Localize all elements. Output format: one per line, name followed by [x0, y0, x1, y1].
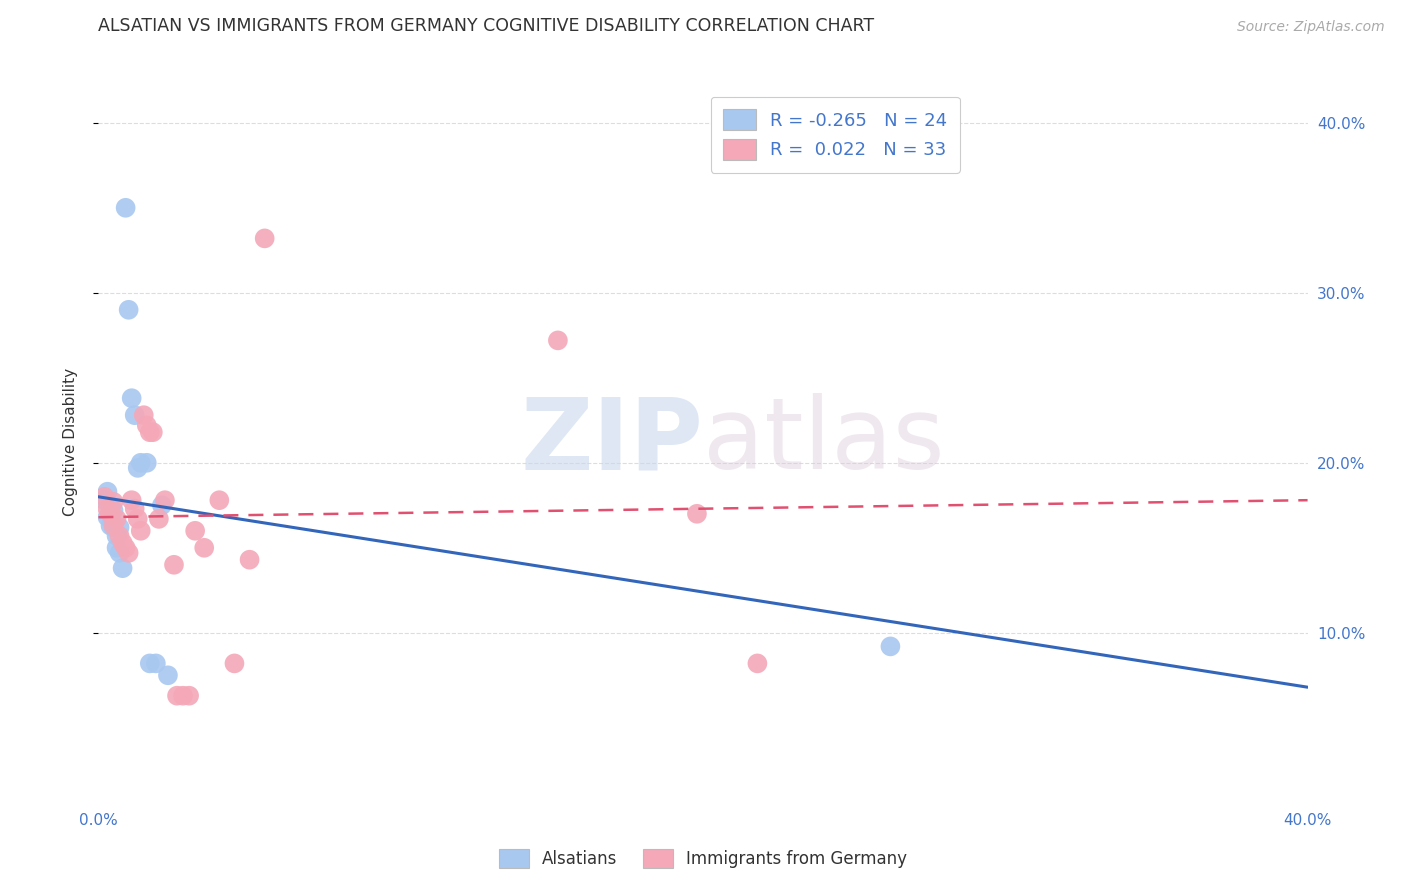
Point	[166, 689, 188, 703]
Point	[127, 461, 149, 475]
Point	[111, 535, 134, 549]
Point	[121, 391, 143, 405]
Point	[163, 558, 186, 572]
Text: ALSATIAN VS IMMIGRANTS FROM GERMANY COGNITIVE DISABILITY CORRELATION CHART: ALSATIAN VS IMMIGRANTS FROM GERMANY COGN…	[98, 17, 875, 35]
Point	[148, 512, 170, 526]
Point	[129, 456, 152, 470]
Point	[879, 640, 901, 654]
Point	[135, 418, 157, 433]
Point	[93, 490, 115, 504]
Point	[150, 498, 173, 512]
Point	[208, 493, 231, 508]
Point	[105, 529, 128, 543]
Point	[153, 493, 176, 508]
Point	[96, 484, 118, 499]
Point	[103, 518, 125, 533]
Point	[118, 302, 141, 317]
Point	[179, 689, 201, 703]
Point	[108, 546, 131, 560]
Point	[100, 518, 122, 533]
Point	[118, 546, 141, 560]
Point	[100, 501, 122, 516]
Point	[224, 657, 246, 671]
Text: ZIP: ZIP	[520, 393, 703, 490]
Point	[547, 334, 569, 348]
Point	[129, 524, 152, 538]
Point	[253, 231, 276, 245]
Point	[156, 668, 179, 682]
Point	[111, 561, 134, 575]
Point	[686, 507, 709, 521]
Text: atlas: atlas	[703, 393, 945, 490]
Point	[103, 503, 125, 517]
Text: Source: ZipAtlas.com: Source: ZipAtlas.com	[1237, 21, 1385, 34]
Point	[114, 541, 136, 555]
Point	[239, 552, 262, 566]
Point	[96, 501, 118, 516]
Point	[114, 201, 136, 215]
Point	[747, 657, 769, 671]
Point	[127, 512, 149, 526]
Y-axis label: Cognitive Disability: Cognitive Disability	[63, 368, 77, 516]
Point	[108, 529, 131, 543]
Point	[184, 524, 207, 538]
Legend: R = -0.265   N = 24, R =  0.022   N = 33: R = -0.265 N = 24, R = 0.022 N = 33	[710, 96, 960, 172]
Point	[139, 425, 162, 440]
Point	[193, 541, 215, 555]
Legend: Alsatians, Immigrants from Germany: Alsatians, Immigrants from Germany	[492, 842, 914, 875]
Point	[172, 689, 194, 703]
Point	[142, 425, 165, 440]
Point	[145, 657, 167, 671]
Point	[132, 408, 155, 422]
Point	[121, 493, 143, 508]
Point	[93, 493, 115, 508]
Point	[135, 456, 157, 470]
Point	[105, 512, 128, 526]
Point	[108, 520, 131, 534]
Point	[124, 501, 146, 516]
Point	[100, 507, 122, 521]
Point	[105, 541, 128, 555]
Point	[96, 510, 118, 524]
Point	[139, 657, 162, 671]
Point	[103, 520, 125, 534]
Point	[124, 408, 146, 422]
Point	[103, 495, 125, 509]
